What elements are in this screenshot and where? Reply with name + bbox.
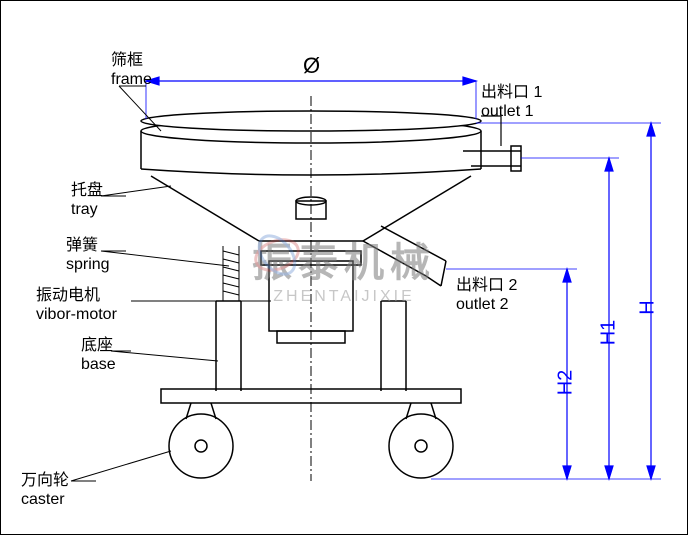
label-spring: 弹簧spring: [66, 236, 110, 274]
dim-H1: H1: [597, 320, 620, 346]
label-outlet2: 出料口 2outlet 2: [456, 276, 517, 314]
label-caster: 万向轮caster: [21, 471, 69, 509]
label-tray: 托盘tray: [71, 181, 103, 219]
label-diameter: Ø: [303, 53, 320, 79]
label-frame: 筛框frame: [111, 51, 152, 89]
dim-H: H: [637, 300, 660, 314]
label-base: 底座base: [81, 336, 116, 374]
label-motor: 振动电机vibor-motor: [36, 286, 117, 324]
label-outlet1: 出料口 1outlet 1: [481, 83, 542, 121]
dim-H2: H2: [554, 370, 577, 396]
